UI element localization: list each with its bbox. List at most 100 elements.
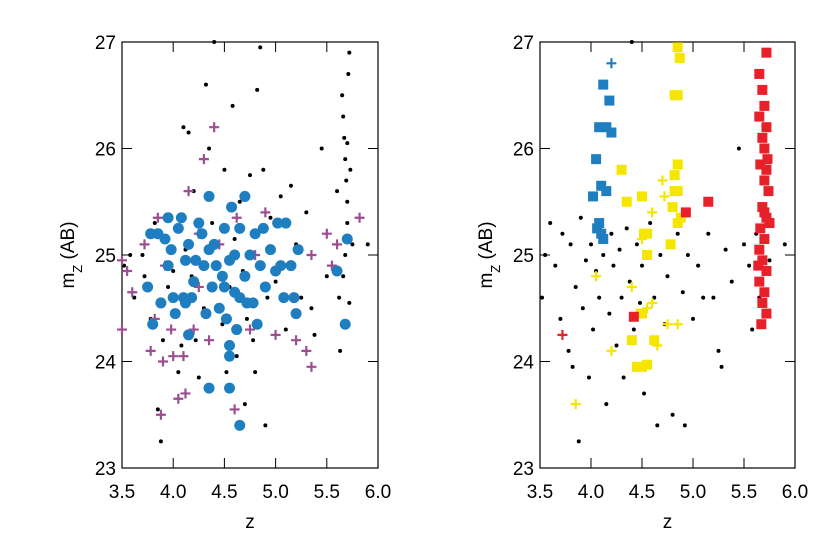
x-tick-label: 5.0 (680, 482, 706, 503)
dot (261, 167, 266, 172)
y-axis-label: mZ (AB) (58, 221, 85, 288)
dot (344, 178, 349, 183)
square-point (649, 335, 660, 346)
dot (729, 279, 734, 284)
square-point (672, 218, 683, 229)
dot (345, 199, 350, 204)
dot (750, 327, 755, 332)
dot (680, 290, 685, 295)
circle-point (183, 329, 195, 341)
dot (767, 258, 772, 263)
circle-point (196, 228, 208, 240)
dot (621, 375, 626, 380)
circle-point (213, 302, 225, 314)
dot (640, 263, 644, 268)
circle-point (218, 281, 230, 293)
dot (658, 253, 663, 257)
circle-point (188, 276, 200, 288)
circle-point (203, 190, 215, 202)
dot (716, 348, 721, 353)
dot (343, 253, 348, 257)
plus-point (652, 340, 663, 351)
dot (543, 253, 548, 257)
circle-point (234, 222, 246, 234)
dot (604, 402, 609, 407)
circle-point (216, 270, 228, 282)
square-point (669, 170, 680, 181)
circle-point (259, 281, 271, 293)
dot (607, 311, 612, 316)
circle-point (257, 222, 269, 234)
square-point (637, 308, 647, 319)
dot (179, 343, 184, 348)
dot (670, 412, 675, 417)
square-point (755, 223, 766, 234)
square-point (637, 361, 647, 372)
square-point (761, 308, 772, 319)
square-point (642, 250, 653, 260)
circle-point (179, 254, 191, 266)
dot (166, 284, 171, 289)
dot (171, 268, 176, 273)
dot (212, 40, 217, 44)
x-axis-label: z (663, 512, 673, 533)
square-point (754, 68, 765, 79)
dot (347, 50, 352, 55)
square-point (667, 202, 678, 213)
circle-point (226, 201, 238, 213)
square-point (598, 79, 609, 90)
dot (597, 295, 602, 300)
dot (128, 253, 133, 257)
dot (253, 370, 258, 375)
square-point (757, 84, 768, 95)
square-point (754, 276, 765, 287)
plus-point (301, 345, 312, 356)
circle-point (280, 217, 292, 229)
x-tick-label: 4.5 (629, 482, 655, 503)
square-point (675, 212, 686, 223)
dot (324, 274, 329, 279)
dot (634, 242, 639, 247)
dot (237, 199, 242, 204)
dot (723, 247, 728, 252)
plus-point (657, 175, 668, 186)
dot (193, 338, 198, 343)
square-point (754, 244, 765, 255)
dot (304, 210, 309, 215)
dot (343, 157, 348, 162)
dot (273, 279, 278, 284)
plus-point (178, 351, 189, 362)
square-point (669, 186, 680, 197)
square-point (761, 212, 772, 223)
circle-point (175, 212, 187, 224)
circle-point (249, 228, 261, 240)
dot (203, 82, 208, 87)
dot (578, 215, 583, 220)
dot (624, 226, 629, 231)
square-point (759, 100, 770, 111)
y-tick-label: 27 (513, 33, 534, 54)
dot (265, 295, 270, 300)
circle-point (165, 244, 177, 256)
y-tick-label: 25 (513, 246, 534, 267)
plus-point (229, 404, 240, 415)
plus-point (168, 351, 179, 362)
square-point (628, 311, 639, 322)
y-axis-label-part: m (58, 273, 79, 289)
plus-point (647, 207, 658, 218)
dot (558, 316, 563, 321)
circle-point (285, 260, 297, 272)
dot (568, 242, 573, 247)
square-point (588, 191, 599, 202)
dot (186, 130, 191, 135)
plus-point (166, 324, 177, 335)
circle-point (288, 292, 300, 304)
square-point (672, 90, 683, 101)
x-tick-label: 3.5 (109, 482, 135, 503)
circle-point (169, 308, 181, 320)
circle-point (147, 318, 159, 330)
dot (665, 274, 670, 279)
dot (576, 439, 581, 444)
plus-point (642, 303, 653, 314)
circle-point (251, 318, 263, 330)
